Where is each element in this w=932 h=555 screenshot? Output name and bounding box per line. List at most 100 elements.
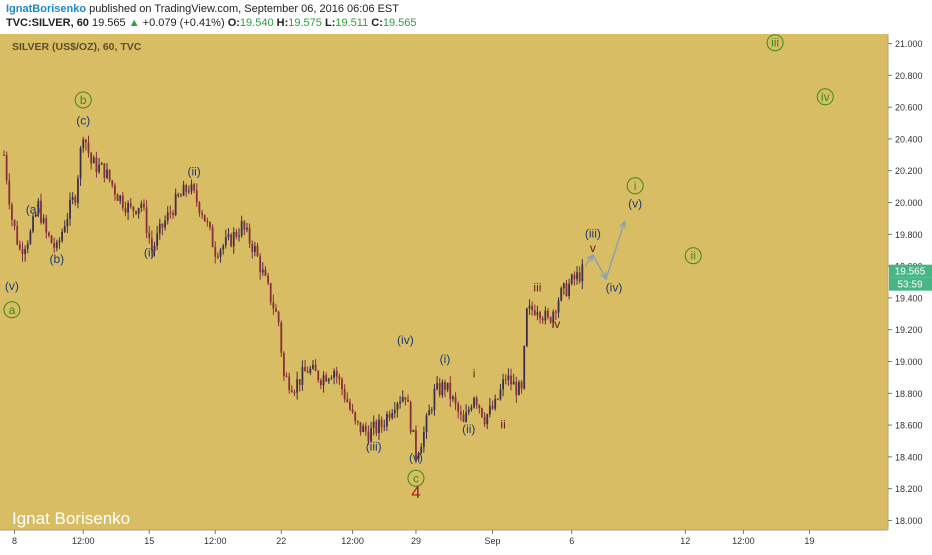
candle-body bbox=[108, 169, 111, 181]
candle-body bbox=[486, 414, 489, 425]
candle-body bbox=[531, 305, 534, 311]
candle-body bbox=[235, 231, 238, 237]
candle-body bbox=[32, 216, 34, 232]
wave-label: (b) bbox=[49, 252, 64, 266]
candle-body bbox=[269, 283, 272, 303]
candle-body bbox=[430, 409, 433, 411]
candle-body bbox=[420, 447, 423, 454]
price-tick-label: 18.800 bbox=[895, 389, 923, 399]
candle-body bbox=[301, 367, 304, 385]
candle-body bbox=[541, 318, 544, 321]
candle-body bbox=[29, 231, 32, 244]
candle-body bbox=[127, 203, 130, 213]
candle-body bbox=[47, 232, 50, 236]
last-price-header: 19.565 bbox=[92, 17, 126, 29]
price-tick-label: 18.600 bbox=[895, 421, 923, 431]
price-chart[interactable]: (a) (b) (v) a b (c) (ii) (i) (iv) (iii) (v) c4 (i) (i… bbox=[0, 34, 932, 550]
projection-path bbox=[584, 221, 626, 281]
wave-label: iv bbox=[821, 90, 830, 104]
candle-body bbox=[248, 227, 251, 244]
price-tick-label: 20.200 bbox=[895, 166, 923, 176]
candle-body bbox=[562, 283, 565, 289]
wave-label-circle bbox=[766, 34, 784, 52]
time-tick-label: 12 bbox=[680, 536, 690, 546]
candle-body bbox=[578, 272, 581, 282]
candle-body bbox=[364, 425, 367, 432]
candle-body bbox=[132, 206, 135, 211]
time-tick-label: 6 bbox=[569, 536, 574, 546]
time-tick-label: Sep bbox=[485, 536, 501, 546]
wave-label: (iii) bbox=[366, 440, 382, 454]
candle-body bbox=[525, 308, 528, 347]
candle-body bbox=[425, 415, 428, 432]
wave-label: ii bbox=[500, 417, 505, 431]
candle-body bbox=[185, 184, 188, 192]
wave-labels: (a) (b) (v) a b (c) (ii) (i) (iv) (iii) (v) c4 (i) (i… bbox=[3, 34, 834, 502]
candle-body bbox=[98, 164, 100, 172]
price-tick-label: 19.400 bbox=[895, 293, 923, 303]
candle-body bbox=[42, 218, 45, 223]
candle-body bbox=[84, 139, 87, 143]
candle-body bbox=[100, 163, 103, 165]
candle-body bbox=[288, 376, 291, 391]
time-tick-label: 12:00 bbox=[204, 536, 227, 546]
candle-body bbox=[351, 409, 354, 413]
low-label: L: bbox=[324, 17, 336, 29]
wave-label: (a) bbox=[26, 203, 41, 217]
candle-body bbox=[404, 397, 407, 400]
wave-label: (iii) bbox=[585, 226, 601, 240]
candle-body bbox=[510, 375, 512, 385]
time-axis[interactable] bbox=[0, 530, 932, 550]
candle-body bbox=[533, 310, 536, 315]
wave-label: (v) bbox=[409, 451, 423, 465]
time-tick-label: 19 bbox=[804, 536, 814, 546]
candle-body bbox=[372, 421, 375, 428]
projection-arrowhead bbox=[619, 220, 627, 229]
candle-body bbox=[164, 220, 166, 228]
candle-body bbox=[462, 414, 465, 422]
candle-body bbox=[322, 375, 325, 386]
candle-body bbox=[253, 245, 256, 253]
candle-body bbox=[465, 412, 468, 422]
candle-body bbox=[119, 195, 122, 201]
wave-label: (i) bbox=[440, 352, 451, 366]
candle-body bbox=[74, 196, 77, 203]
candle-body bbox=[3, 154, 5, 156]
candle-body bbox=[454, 396, 457, 404]
candle-body bbox=[341, 379, 343, 390]
candle-body bbox=[172, 213, 174, 216]
candle-body bbox=[557, 300, 560, 313]
wave-label-circle bbox=[684, 247, 702, 265]
candle-body bbox=[560, 288, 563, 301]
candle-body bbox=[520, 382, 523, 389]
candle-body bbox=[515, 381, 518, 396]
candle-body bbox=[380, 419, 383, 427]
chart-area[interactable]: (a) (b) (v) a b (c) (ii) (i) (iv) (iii) (v) c 4 (i) (i… bbox=[0, 34, 932, 550]
candle-body bbox=[82, 139, 85, 149]
symbol-line: TVC:SILVER, 60 19.565 ▲ +0.079 (+0.41%) … bbox=[6, 17, 417, 29]
candle-body bbox=[370, 427, 372, 442]
candle-body bbox=[573, 274, 576, 280]
candle-body bbox=[518, 382, 520, 396]
high-label: H: bbox=[276, 17, 289, 29]
candle-body bbox=[201, 212, 203, 215]
wave-label: (c) bbox=[76, 114, 90, 128]
candle-body bbox=[198, 202, 201, 213]
countdown-label: 53:59 bbox=[897, 280, 922, 291]
candle-body bbox=[150, 238, 153, 251]
candle-body bbox=[378, 419, 380, 433]
author-link[interactable]: IgnatBorisenko bbox=[6, 3, 87, 15]
candle-body bbox=[290, 390, 293, 393]
publish-line: IgnatBorisenko published on TradingView.… bbox=[6, 3, 399, 15]
candle-body bbox=[87, 142, 90, 153]
candle-body bbox=[285, 376, 288, 378]
candle-body bbox=[211, 227, 214, 248]
candle-body bbox=[346, 399, 349, 402]
candle-body bbox=[148, 232, 151, 239]
candle-body bbox=[277, 311, 280, 323]
candle-body bbox=[216, 256, 219, 258]
candle-body bbox=[496, 398, 499, 400]
candle-body bbox=[438, 383, 441, 395]
candle-body bbox=[457, 403, 460, 413]
candle-body bbox=[354, 412, 357, 422]
